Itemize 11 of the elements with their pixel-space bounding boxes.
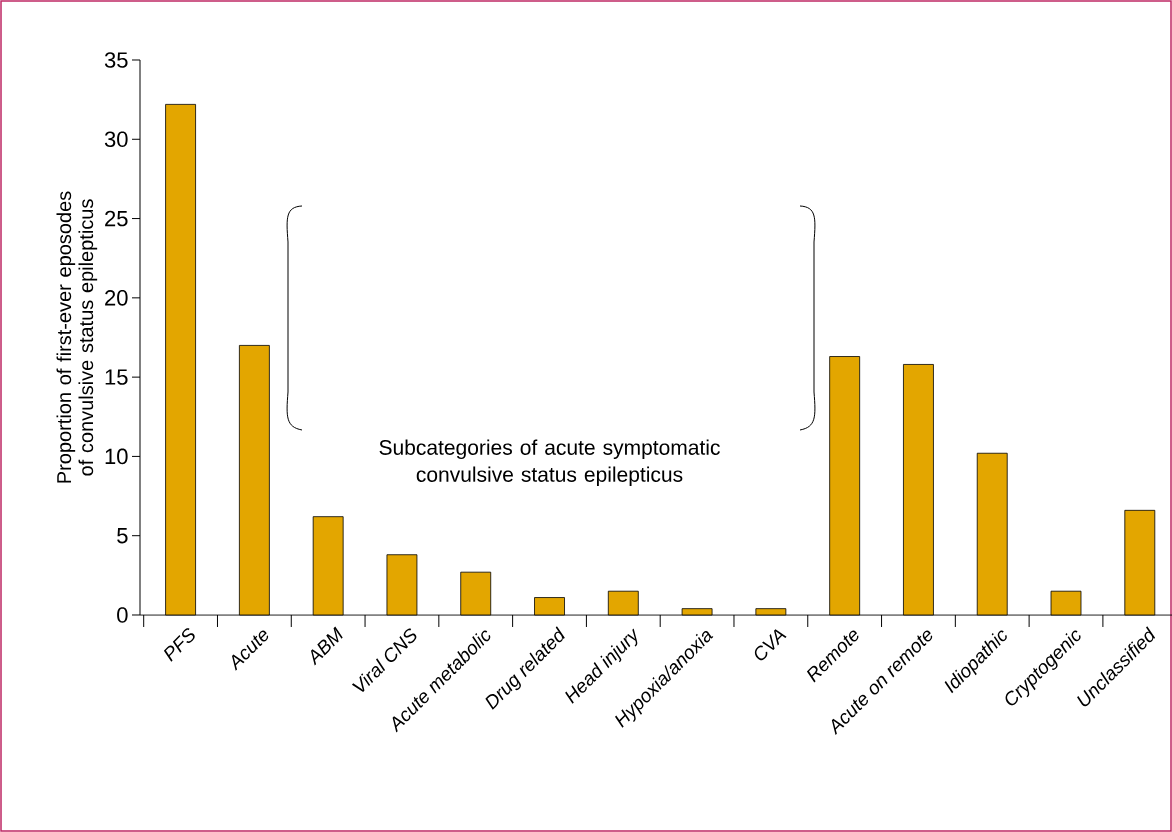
y-axis-title: Proportion of first-ever eposodes of convulsive status epilepticus — [56, 191, 98, 483]
y-tick-label: 35 — [104, 52, 128, 68]
y-tick-label: 10 — [105, 448, 128, 465]
y-tick-label: 0 — [117, 607, 128, 623]
x-tick-label: CVA — [754, 629, 787, 661]
y-tick-label: 20 — [105, 290, 128, 306]
annotation: Subcategories of acute symptomatic convulsive status epilepticus — [379, 439, 720, 487]
y-tick-label: 30 — [104, 131, 128, 148]
y-tick-label: 5 — [117, 528, 128, 544]
y-tick-label: 25 — [105, 210, 128, 227]
y-tick-label: 15 — [105, 369, 128, 385]
